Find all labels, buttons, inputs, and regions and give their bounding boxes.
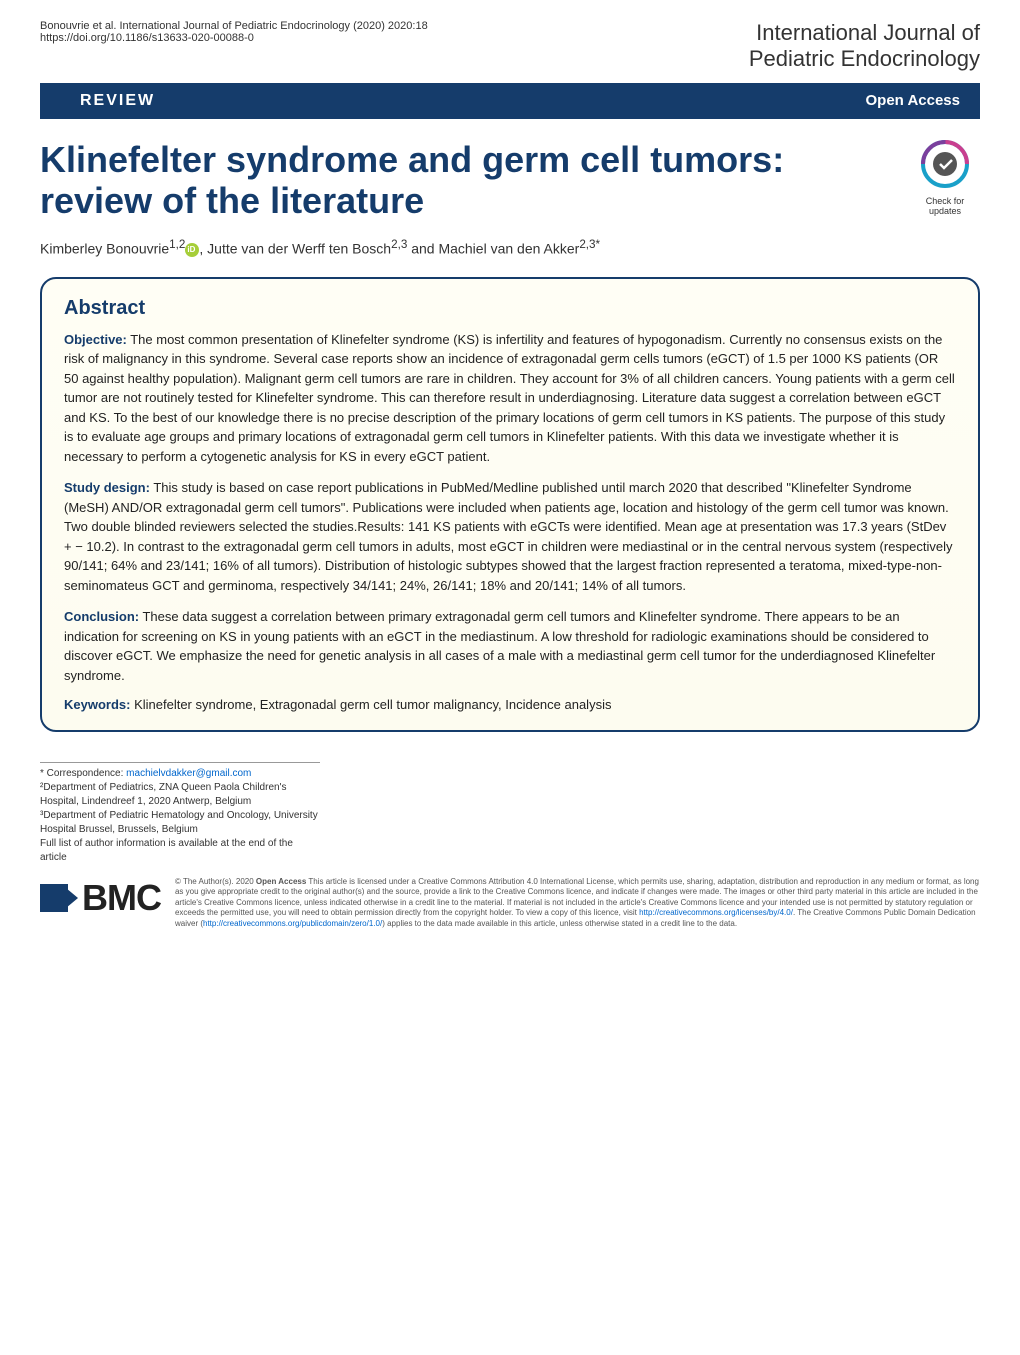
review-label: REVIEW (80, 92, 155, 110)
affiliation-2: ²Department of Pediatrics, ZNA Queen Pao… (40, 782, 286, 807)
author-1: Kimberley Bonouvrie (40, 240, 169, 256)
conclusion-label: Conclusion: (64, 609, 139, 624)
check-updates-icon (920, 139, 970, 189)
objective-label: Objective: (64, 332, 127, 347)
correspondence-block: * Correspondence: machielvdakker@gmail.c… (40, 762, 320, 865)
orcid-icon[interactable] (185, 243, 199, 257)
license-link-2[interactable]: http://creativecommons.org/publicdomain/… (203, 919, 382, 928)
affiliation-3: ³Department of Pediatric Hematology and … (40, 810, 318, 835)
abstract-design: Study design: This study is based on cas… (64, 478, 956, 595)
abstract-box: Abstract Objective: The most common pres… (40, 277, 980, 733)
license-pre: © The Author(s). 2020 (175, 877, 256, 886)
keywords-text: Klinefelter syndrome, Extragonadal germ … (130, 697, 611, 712)
bmc-logo: BMC (40, 877, 161, 919)
bmc-square-icon (40, 884, 68, 912)
author-3: and Machiel van den Akker (407, 240, 579, 256)
journal-line2: Pediatric Endocrinology (749, 46, 980, 72)
footer: * Correspondence: machielvdakker@gmail.c… (0, 762, 1020, 959)
journal-name: International Journal of Pediatric Endoc… (749, 20, 980, 73)
conclusion-text: These data suggest a correlation between… (64, 609, 935, 683)
license-link-1[interactable]: http://creativecommons.org/licenses/by/4… (639, 908, 793, 917)
authors-line: Kimberley Bonouvrie1,2 , Jutte van der We… (0, 232, 1020, 277)
author-3-sup: 2,3* (579, 238, 600, 251)
design-label: Study design: (64, 480, 150, 495)
doi-line: https://doi.org/10.1186/s13633-020-00088… (40, 32, 428, 44)
article-title: Klinefelter syndrome and germ cell tumor… (40, 139, 890, 222)
author-1-sup: 1,2 (169, 238, 185, 251)
keywords-label: Keywords: (64, 697, 130, 712)
check-updates-text: Check for updates (910, 196, 980, 216)
license-bold: Open Access (256, 877, 306, 886)
abstract-objective: Objective: The most common presentation … (64, 330, 956, 467)
header-row: Bonouvrie et al. International Journal o… (0, 0, 1020, 83)
check-updates-badge[interactable]: Check for updates (910, 139, 980, 222)
citation-line: Bonouvrie et al. International Journal o… (40, 20, 428, 32)
license-row: BMC © The Author(s). 2020 Open Access Th… (40, 877, 980, 929)
review-bar: REVIEW Open Access (40, 83, 980, 119)
author-2-sup: 2,3 (391, 238, 407, 251)
author-2: , Jutte van der Werff ten Bosch (199, 240, 391, 256)
objective-text: The most common presentation of Klinefel… (64, 332, 955, 464)
design-text: This study is based on case report publi… (64, 480, 953, 593)
license-body-3: ) applies to the data made available in … (382, 919, 737, 928)
abstract-heading: Abstract (64, 297, 956, 320)
open-access-label: Open Access (866, 92, 969, 109)
affiliation-note: Full list of author information is avail… (40, 838, 293, 863)
journal-line1: International Journal of (749, 20, 980, 46)
abstract-conclusion: Conclusion: These data suggest a correla… (64, 607, 956, 685)
license-text-block: © The Author(s). 2020 Open Access This a… (175, 877, 980, 929)
abstract-keywords: Keywords: Klinefelter syndrome, Extragon… (64, 697, 956, 712)
bmc-text: BMC (82, 877, 161, 919)
title-row: Klinefelter syndrome and germ cell tumor… (0, 119, 1020, 232)
citation-block: Bonouvrie et al. International Journal o… (40, 20, 428, 44)
correspondence-email[interactable]: machielvdakker@gmail.com (126, 768, 251, 779)
correspondence-label: * Correspondence: (40, 768, 126, 779)
